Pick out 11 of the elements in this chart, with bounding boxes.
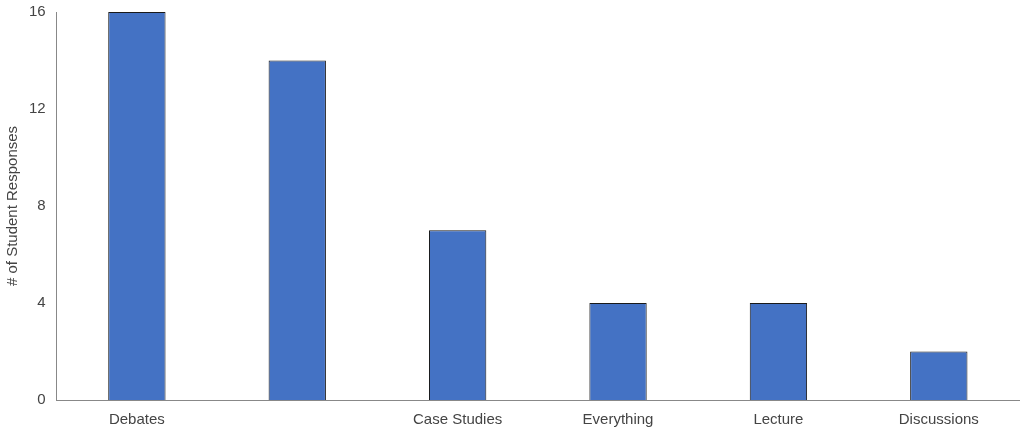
x-tick-label: Debates — [108, 410, 165, 428]
x-tick-label: Lecture — [753, 410, 804, 428]
y-tick-label: 12 — [29, 99, 46, 117]
y-tick-label: 16 — [29, 2, 46, 20]
y-tick-label: 8 — [37, 196, 46, 214]
y-tick-label: 0 — [37, 390, 46, 408]
x-tick-label: Everything — [582, 410, 654, 428]
y-axis-title: # of Student Responses — [3, 125, 21, 287]
x-tick-label: Case Studies — [413, 410, 503, 428]
x-tick-label: Discussions — [898, 410, 979, 428]
y-tick-label: 4 — [37, 293, 46, 311]
